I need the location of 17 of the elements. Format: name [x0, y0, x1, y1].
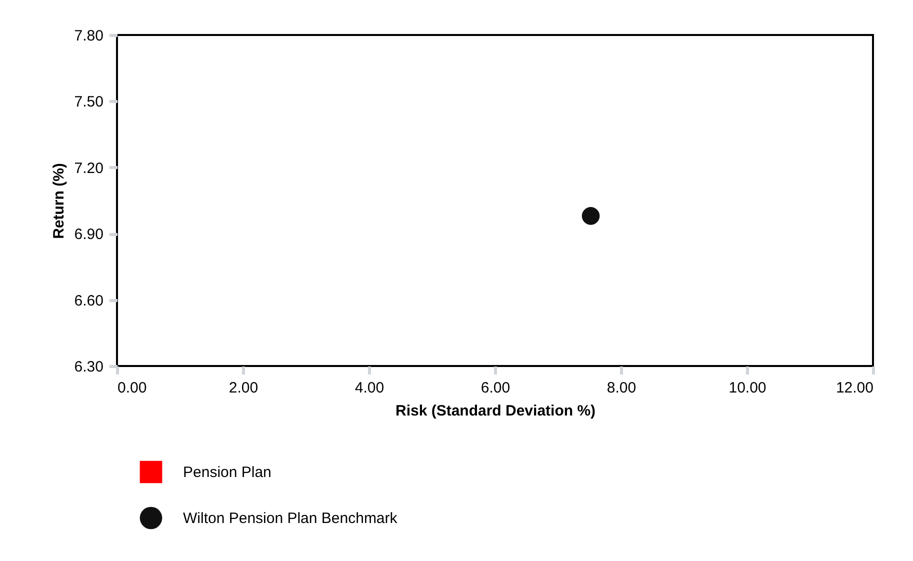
x-tick-label: 12.00: [836, 380, 874, 396]
y-tick-label: 6.90: [74, 226, 104, 244]
y-tick-label: 6.60: [74, 292, 104, 310]
y-tick-label: 7.80: [74, 28, 104, 44]
x-tick-label: 6.00: [480, 380, 510, 396]
legend-label: Wilton Pension Plan Benchmark: [183, 510, 398, 527]
y-axis-title: Return (%): [50, 163, 68, 239]
y-tick-label: 6.30: [74, 358, 104, 376]
legend-label: Pension Plan: [183, 464, 272, 481]
x-axis-title: Risk (Standard Deviation %): [395, 402, 596, 420]
x-tick-label: 10.00: [728, 380, 766, 396]
x-tick-label: 8.00: [606, 380, 636, 396]
y-tick-label: 7.20: [74, 160, 104, 177]
x-tick-label: 2.00: [228, 380, 258, 396]
y-tick-label: 7.50: [74, 94, 104, 111]
x-tick-label: 4.00: [354, 380, 384, 396]
x-tick-label: 0.00: [118, 380, 147, 396]
